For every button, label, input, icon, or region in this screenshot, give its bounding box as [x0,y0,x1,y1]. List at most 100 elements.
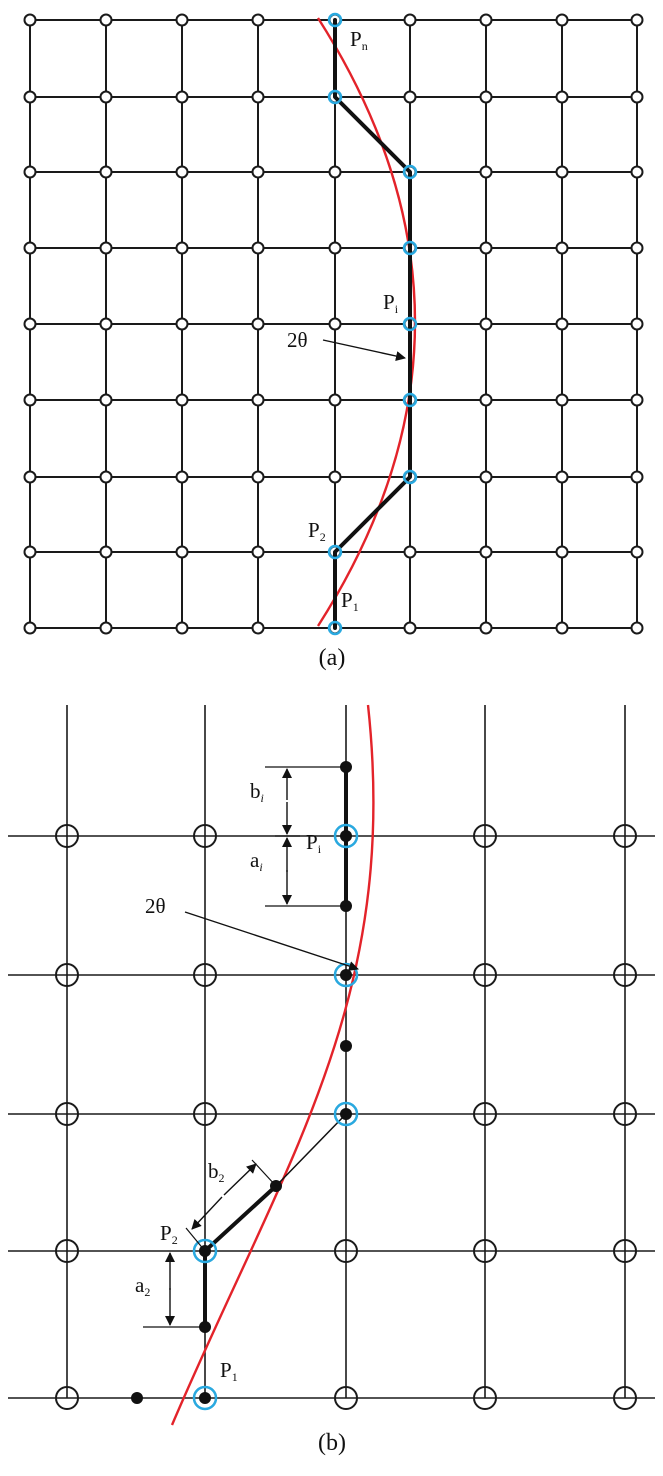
grid-a-node [555,317,569,331]
path-b-connector [275,1113,347,1187]
grid-a-node [630,470,644,484]
grid-b-node [613,963,637,987]
grid-b-node [473,824,497,848]
panel-a: Pn Pi 2θ P2 P1 (a) [23,12,644,671]
grid-a-node [479,621,493,635]
label-p2: P2 [308,518,326,544]
grid-a-node [403,621,417,635]
grid-a-node [328,470,342,484]
grid-a-node [175,90,189,104]
grid-a-node [328,317,342,331]
label-b2: b2 [208,1159,225,1185]
label-ai: ai [250,848,263,874]
grid-a-node [23,317,37,331]
grid-a-node [630,241,644,255]
node-pi [402,316,418,332]
label-p1-b: P1 [220,1358,238,1384]
grid-b-node [193,963,217,987]
grid-a-node [630,13,644,27]
grid-a-node [328,165,342,179]
grid-a-node [175,470,189,484]
grid-b-node [613,1239,637,1263]
grid-b-node [613,1386,637,1410]
dots-b [131,761,352,1404]
grid-b-node [473,1239,497,1263]
hl-pi [333,823,359,849]
label-a2: a2 [135,1273,150,1299]
grid-a-node [555,621,569,635]
label-pi: Pi [383,290,399,316]
highlighted-nodes-a [327,12,418,636]
hl-b3 [333,1101,359,1127]
grid-a-node [99,165,113,179]
label-pn: Pn [350,27,368,53]
grid-a-node [479,13,493,27]
grid-a-node [23,241,37,255]
hl-b4 [333,962,359,988]
grid-a-node [555,393,569,407]
grid-a-node [23,90,37,104]
grid-a-node [251,13,265,27]
dot-b6 [340,1108,352,1120]
grid-b-node [55,1239,79,1263]
grid-a-node [251,317,265,331]
grid-a-node [555,545,569,559]
grid-b-node [55,824,79,848]
grid-a-node [23,545,37,559]
grid-a-node [251,470,265,484]
grid-b-node [334,1386,358,1410]
label-pi-b: Pi [306,830,322,856]
theta-arrow-b [184,911,359,971]
grid-a-node [251,241,265,255]
grid-a-node [479,393,493,407]
grid-b-node [55,1102,79,1126]
grid-a-node [555,470,569,484]
grid-a-node [175,621,189,635]
grid-b-node [55,1386,79,1410]
label-p2-b: P2 [160,1221,178,1247]
grid-a-node [99,470,113,484]
node-a7 [402,164,418,180]
grid-a-node [479,165,493,179]
grid-b-node [473,1102,497,1126]
dot-b8 [340,969,352,981]
caption-b: (b) [318,1430,346,1456]
grid-a-node [328,393,342,407]
grid-a-node [630,317,644,331]
b2-arrow-a [191,1196,223,1230]
grid-a-node [630,90,644,104]
curve-b [170,704,375,1426]
grid-b-node [55,963,79,987]
grid-a-node [630,621,644,635]
grid-a-node [479,470,493,484]
b2-arrow-b [223,1163,257,1196]
hl-p1 [192,1385,218,1411]
grid-a-node [630,165,644,179]
theta-arrow-a [322,339,406,361]
node-a3 [402,469,418,485]
hl-p2 [192,1238,218,1264]
node-a8 [327,89,343,105]
grid-a-node [99,90,113,104]
grid-a-node [328,241,342,255]
grid-a-node [23,13,37,27]
grid-b-node [334,1239,358,1263]
grid-a-node [479,317,493,331]
label-theta-b: 2θ [145,894,166,918]
node-a4 [402,392,418,408]
grid-a-node [479,545,493,559]
grid-a-node [403,13,417,27]
grid-a-node [630,393,644,407]
grid-a-node [99,621,113,635]
grid-a-node [99,317,113,331]
grid-a-node [23,393,37,407]
label-bi: bi [250,779,264,805]
grid-b-node [473,963,497,987]
grid-a-node [630,545,644,559]
grid-a-node [555,13,569,27]
dimension-b2 [185,1159,277,1252]
grid-a-node [251,545,265,559]
label-theta-a: 2θ [287,328,308,352]
grid-a-node [99,393,113,407]
